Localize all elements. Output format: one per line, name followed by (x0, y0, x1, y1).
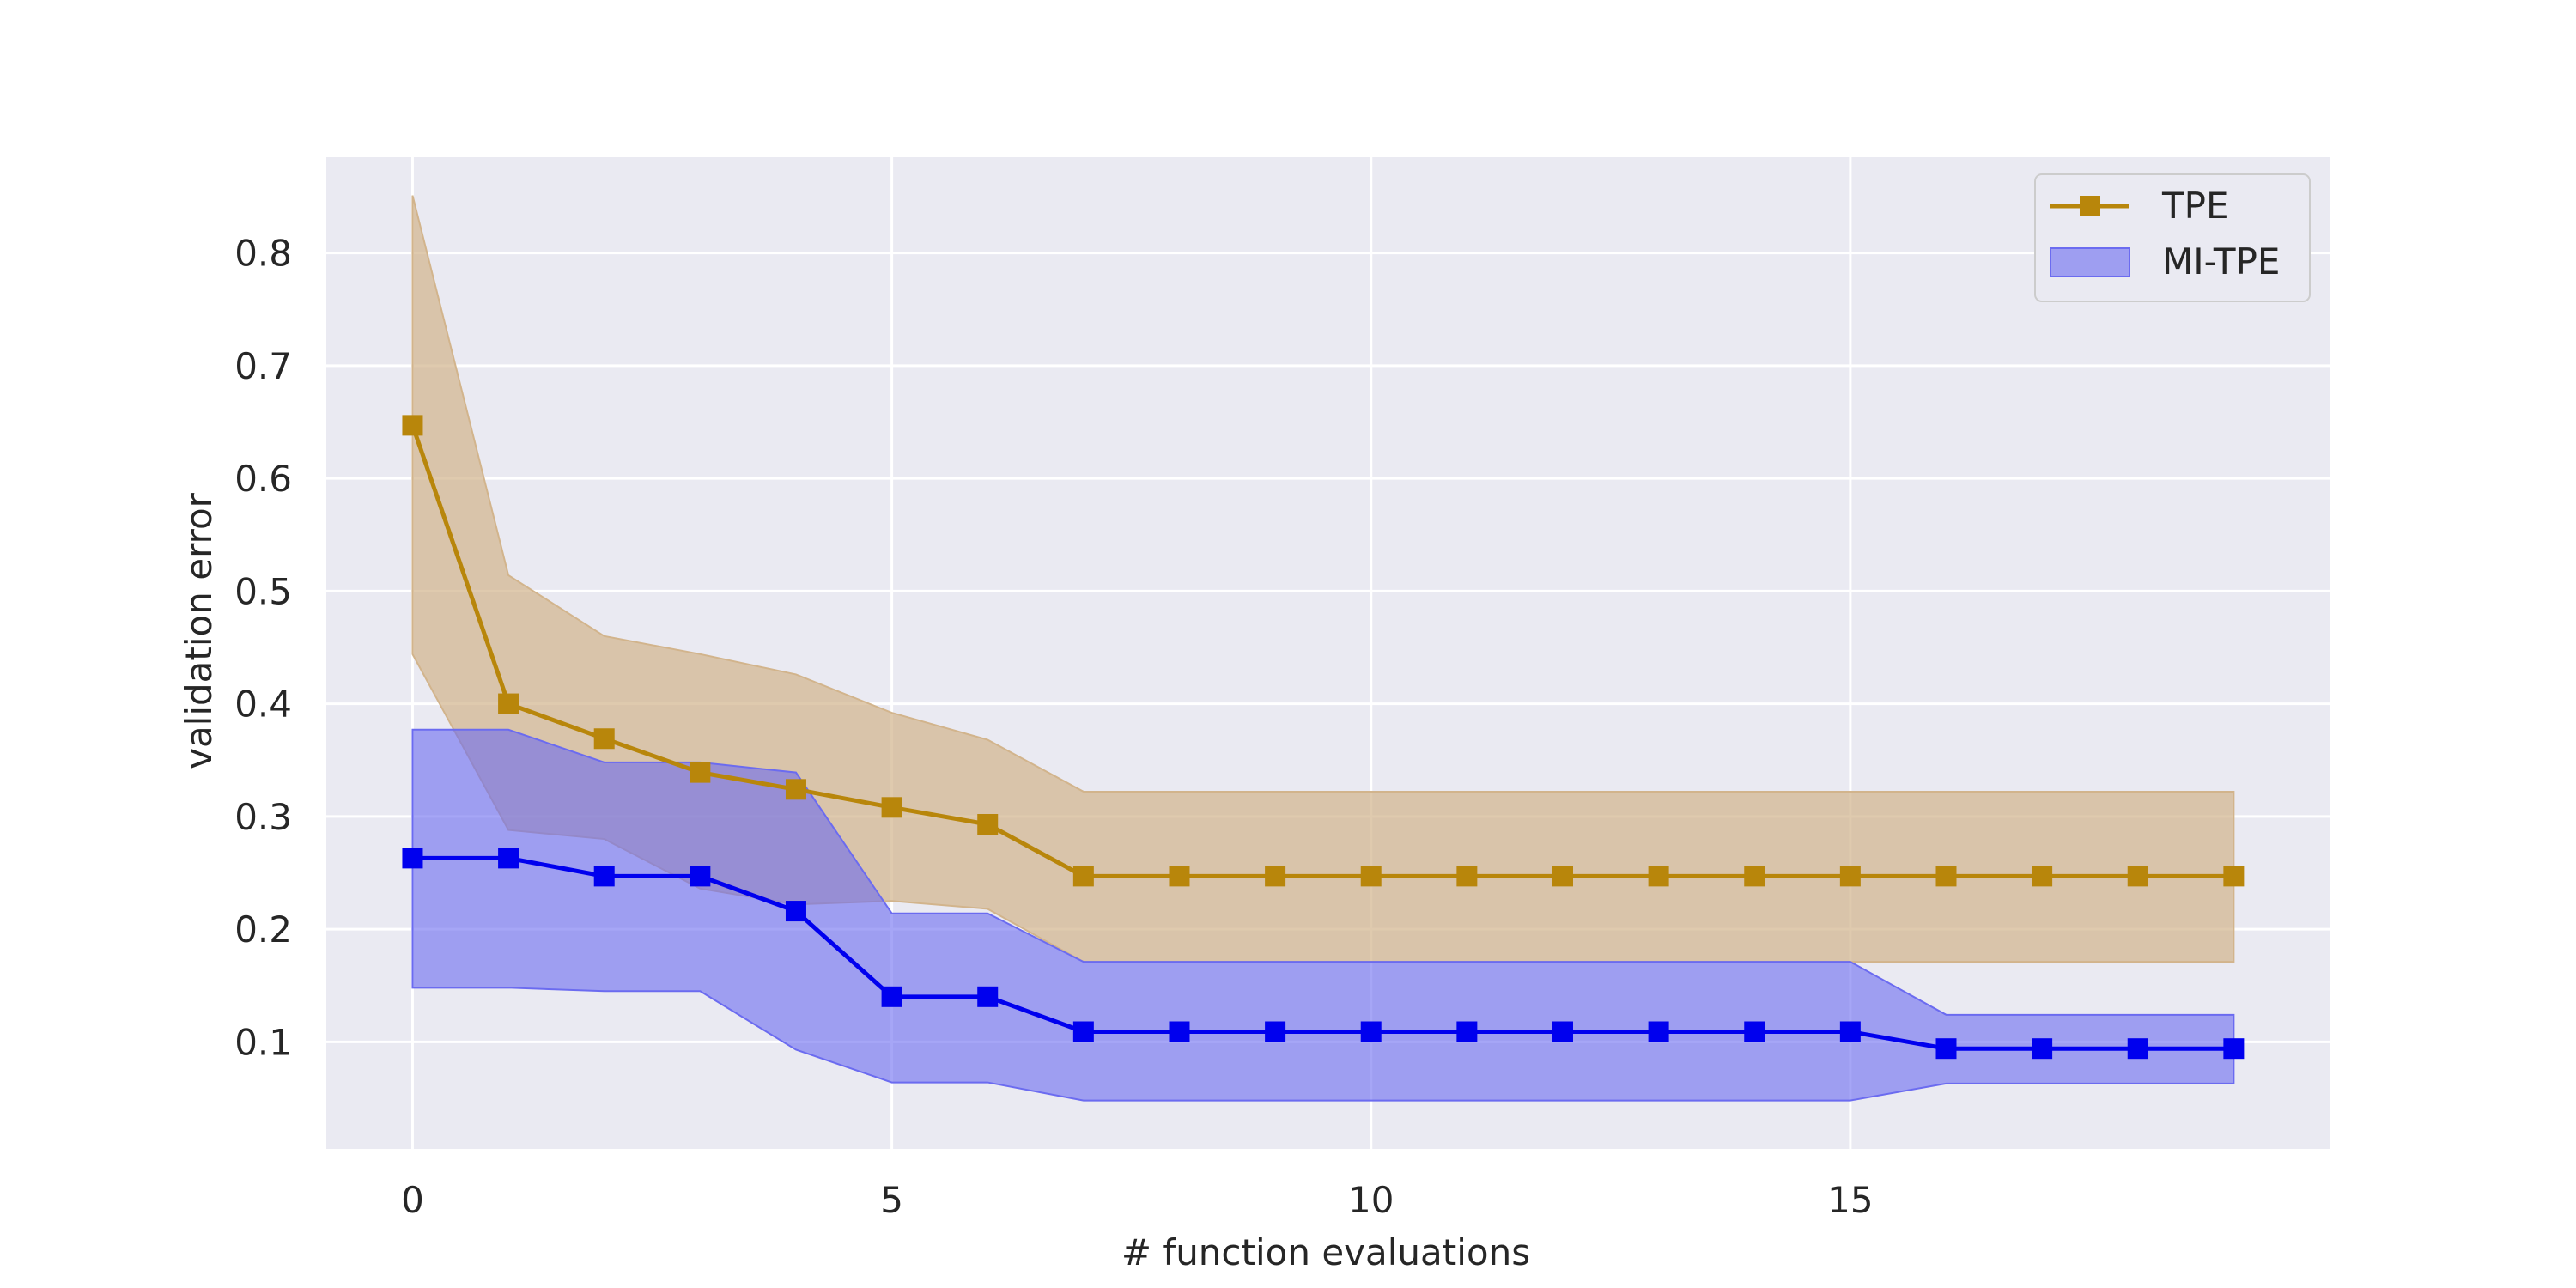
series-markers (402, 415, 2245, 1060)
mi-tpe-point (1169, 1021, 1190, 1042)
y-tick-label: 0.2 (234, 908, 292, 951)
tpe-point (2127, 866, 2148, 887)
x-tick-labels: 0 5 10 15 (401, 1179, 1873, 1221)
legend-mi-tpe-patch (2050, 247, 2130, 277)
y-tick-label: 0.3 (234, 796, 292, 838)
mi-tpe-point (1265, 1021, 1286, 1042)
mi-tpe-point (881, 986, 902, 1007)
tpe-line (410, 424, 2234, 878)
y-tick-label: 0.1 (234, 1021, 292, 1063)
series-lines (410, 424, 2234, 1051)
mi-tpe-point (977, 986, 999, 1007)
legend-tpe-marker (2080, 196, 2100, 216)
legend: TPE MI-TPE (2034, 173, 2311, 302)
tpe-point (1935, 866, 1957, 887)
mi-tpe-point (498, 848, 519, 869)
tpe-point (1456, 866, 1478, 887)
x-tick-label: 10 (1348, 1179, 1394, 1221)
mi-tpe-point (2127, 1038, 2148, 1060)
y-tick-label: 0.5 (234, 570, 292, 612)
x-tick-label: 5 (880, 1179, 903, 1221)
mi-tpe-point (1456, 1021, 1478, 1042)
tpe-point (1169, 866, 1190, 887)
tpe-point (2223, 866, 2245, 887)
x-tick-label: 0 (401, 1179, 424, 1221)
x-axis-label: # function evaluations (1121, 1231, 1530, 1273)
tpe-point (1072, 866, 1094, 887)
legend-tpe-label: TPE (2161, 185, 2229, 227)
tpe-point (1265, 866, 1286, 887)
mi-tpe-point (1072, 1021, 1094, 1042)
tpe-point (1360, 866, 1382, 887)
tpe-point (1552, 866, 1573, 887)
tpe-band (411, 195, 2235, 963)
mi-tpe-point (1744, 1021, 1765, 1042)
tpe-point (1744, 866, 1765, 887)
mi-tpe-point (1552, 1021, 1573, 1042)
mi-tpe-point (402, 848, 423, 869)
mi-tpe-point (1648, 1021, 1669, 1042)
tpe-point (1648, 866, 1669, 887)
y-tick-label: 0.8 (234, 233, 292, 275)
y-tick-label: 0.6 (234, 458, 292, 500)
tpe-point (881, 797, 902, 818)
mi-tpe-point (785, 901, 806, 922)
tpe-point (690, 762, 711, 783)
legend-mi-tpe-label: MI-TPE (2162, 240, 2280, 283)
tpe-point (2032, 866, 2053, 887)
y-tick-label: 0.4 (234, 683, 292, 726)
mi-tpe-point (593, 866, 615, 887)
mi-tpe-point (690, 866, 711, 887)
mi-tpe-point (1360, 1021, 1382, 1042)
tpe-point (785, 779, 806, 800)
mi-tpe-point (1935, 1038, 1957, 1060)
x-tick-label: 15 (1827, 1179, 1873, 1221)
mi-tpe-line (412, 855, 2234, 1051)
tpe-point (977, 814, 999, 835)
mi-tpe-point (2223, 1038, 2245, 1060)
mi-tpe-point (1839, 1021, 1861, 1042)
tpe-point (1839, 866, 1861, 887)
tpe-point (402, 415, 423, 436)
mi-tpe-point (2032, 1038, 2053, 1060)
y-tick-labels: 0.1 0.2 0.3 0.4 0.5 0.6 0.7 0.8 (234, 233, 292, 1064)
y-axis-label: validation error (178, 492, 220, 769)
tpe-point (593, 728, 615, 750)
y-tick-label: 0.7 (234, 345, 292, 387)
tpe-point (498, 693, 519, 714)
confidence-bands (411, 195, 2235, 1102)
mi-tpe-band (411, 728, 2235, 1102)
